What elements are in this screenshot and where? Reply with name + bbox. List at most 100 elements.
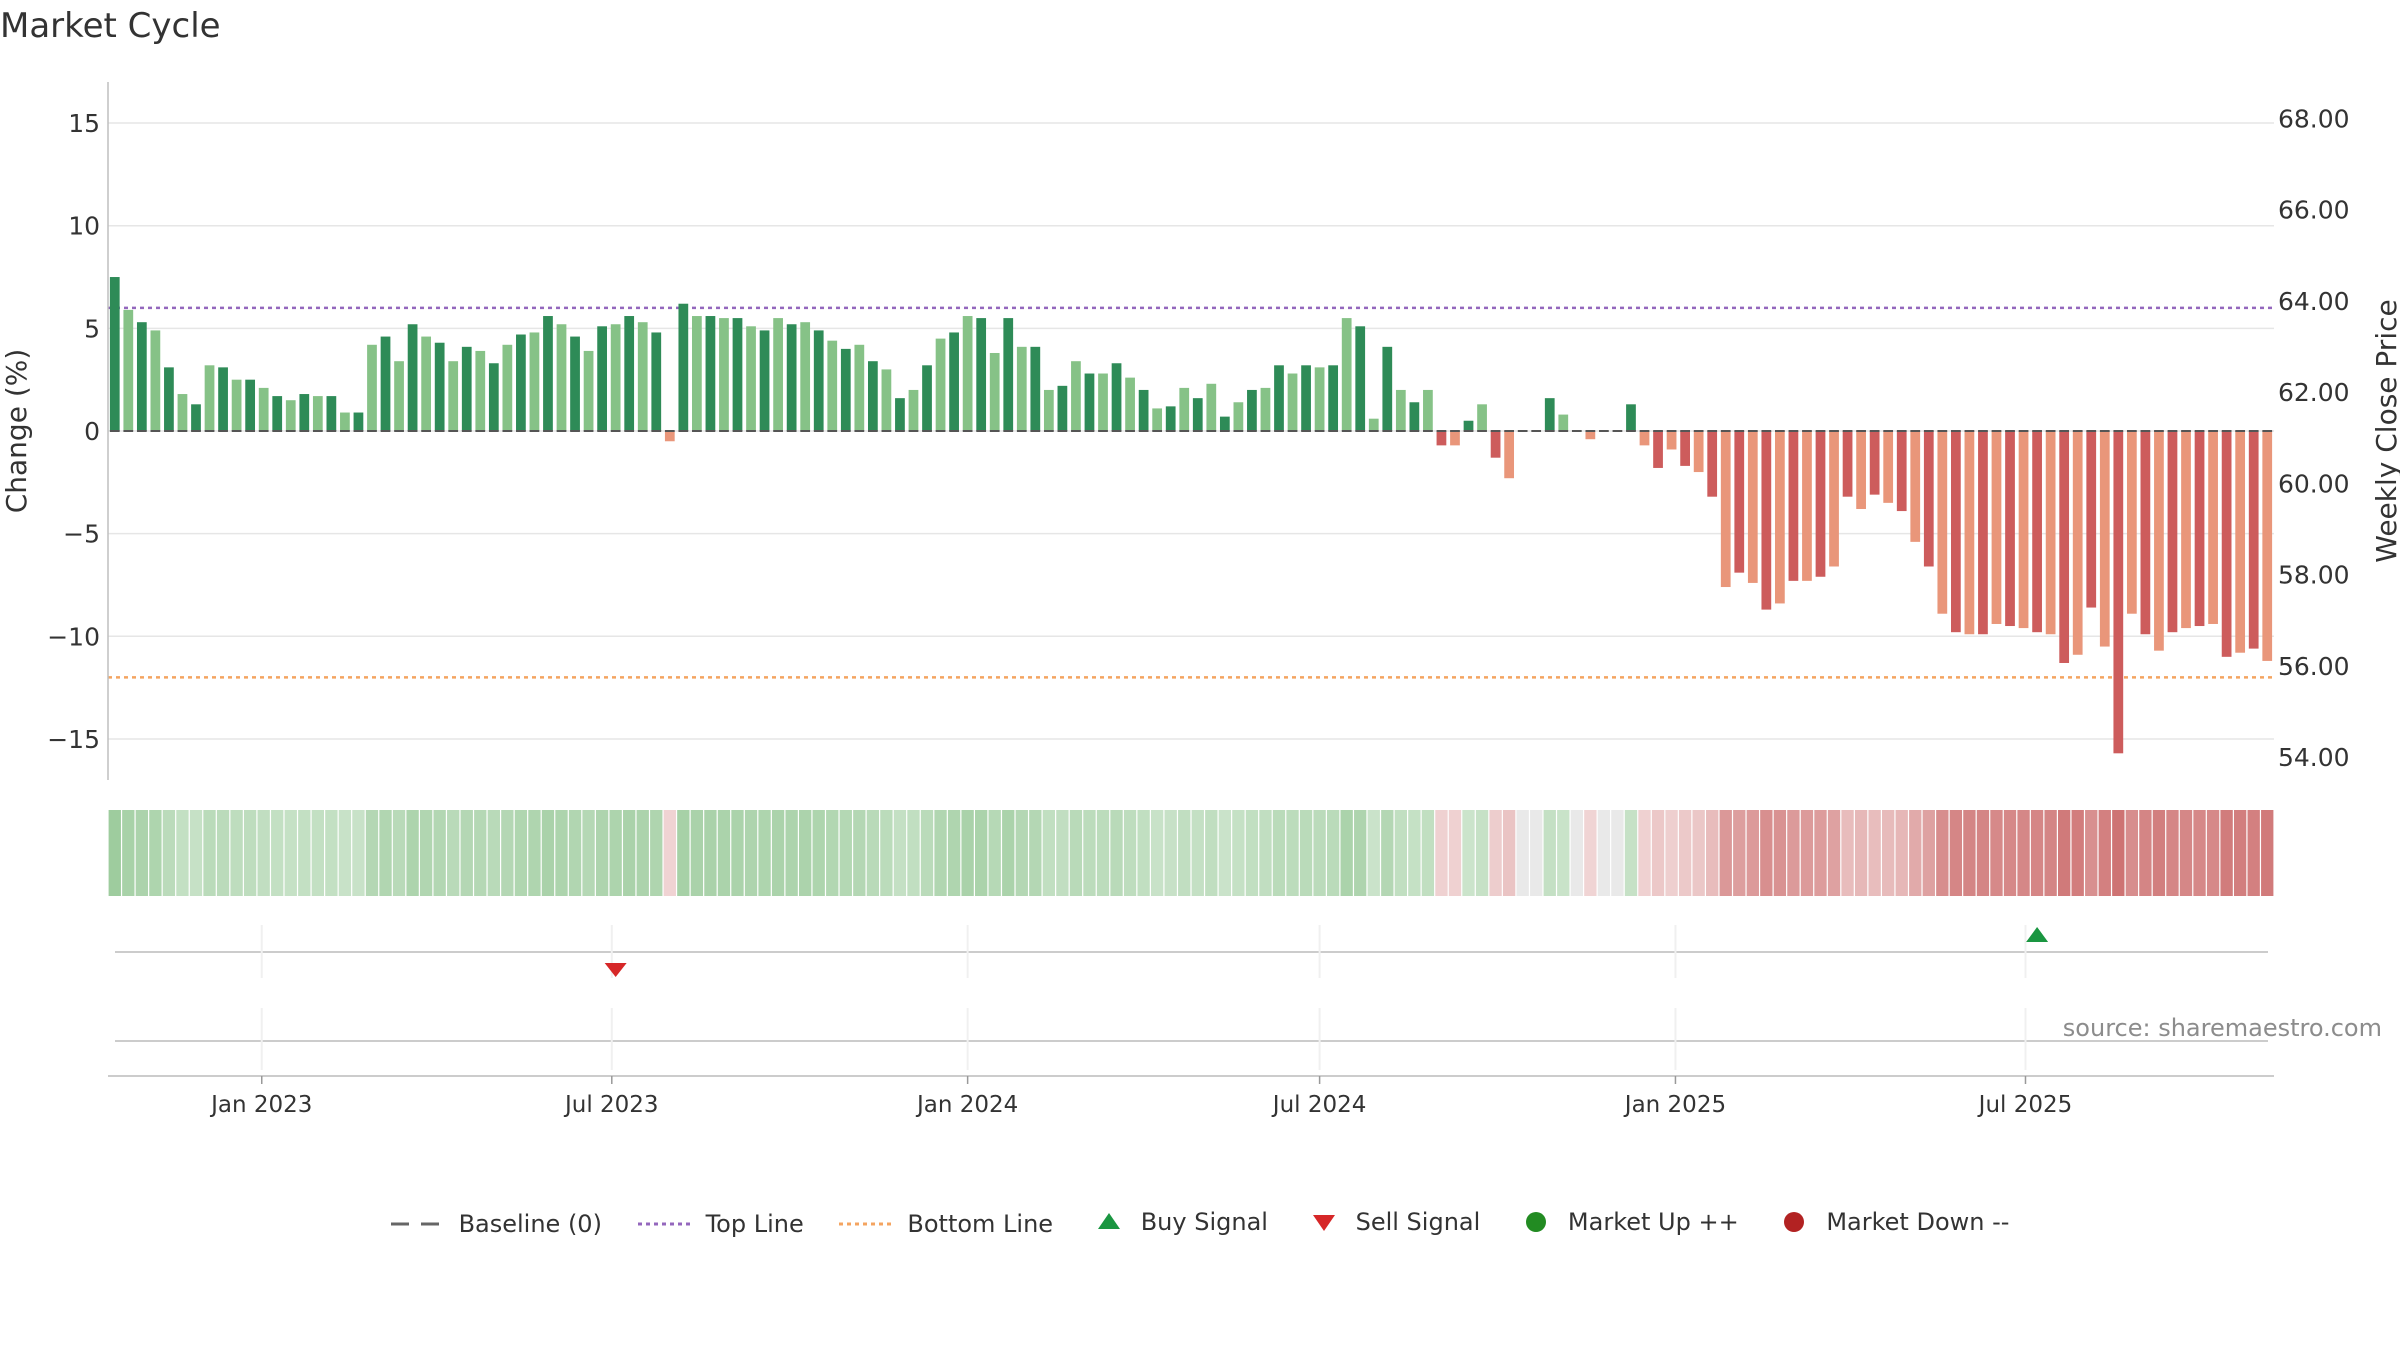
y2-tick-label: 66.00 bbox=[2278, 196, 2350, 225]
change-bar bbox=[840, 348, 851, 431]
market-state-cell bbox=[2044, 810, 2057, 896]
change-bar bbox=[976, 318, 987, 431]
market-state-cell bbox=[1421, 810, 1435, 896]
y2-tick-label: 54.00 bbox=[2278, 743, 2350, 772]
change-bar bbox=[705, 316, 716, 431]
change-bar bbox=[583, 350, 594, 431]
market-state-cell bbox=[717, 810, 731, 896]
change-bar bbox=[218, 367, 228, 431]
y-tick-label: 0 bbox=[84, 417, 100, 446]
change-bar bbox=[1382, 346, 1393, 431]
change-bar bbox=[448, 361, 459, 431]
x-tick-label: Jul 2023 bbox=[563, 1092, 659, 1118]
change-bar bbox=[2059, 431, 2070, 663]
change-bar bbox=[1950, 431, 1961, 633]
y2-tick-label: 56.00 bbox=[2278, 652, 2350, 681]
change-bar bbox=[2194, 431, 2205, 627]
change-bar bbox=[1544, 398, 1555, 431]
change-bar bbox=[1287, 373, 1298, 431]
y-tick-label: −10 bbox=[47, 622, 100, 651]
market-state-cell bbox=[1462, 810, 1475, 896]
change-bar bbox=[2126, 431, 2137, 614]
change-bar bbox=[732, 318, 743, 431]
change-bar bbox=[1477, 404, 1487, 431]
market-state-cell bbox=[162, 810, 176, 896]
market-state-cell bbox=[1394, 810, 1407, 896]
change-bar bbox=[1084, 373, 1095, 431]
legend-market-down: Market Down -- bbox=[1774, 1208, 2009, 1236]
change-bar bbox=[1247, 389, 1257, 431]
market-state-cell bbox=[1543, 810, 1556, 896]
change-bar bbox=[1301, 365, 1311, 431]
change-bar bbox=[637, 322, 648, 431]
market-state-cell bbox=[1760, 810, 1773, 896]
change-bar bbox=[1504, 431, 1515, 479]
y-tick-label: 5 bbox=[84, 314, 100, 343]
market-state-cell bbox=[2085, 810, 2098, 896]
market-state-cell bbox=[365, 810, 379, 896]
change-bar bbox=[285, 400, 296, 431]
change-bar bbox=[353, 412, 364, 431]
change-bar bbox=[570, 336, 580, 431]
change-bar bbox=[895, 398, 905, 431]
market-state-cell bbox=[1922, 810, 1935, 896]
change-bar bbox=[516, 334, 526, 431]
signal-panel bbox=[115, 925, 2268, 1070]
market-state-cell bbox=[379, 810, 392, 896]
market-state-cell bbox=[2058, 810, 2071, 896]
change-bar bbox=[1016, 346, 1027, 431]
market-state-cell bbox=[866, 810, 880, 896]
market-state-cell bbox=[2003, 810, 2017, 896]
market-state-cell bbox=[203, 810, 216, 896]
market-state-cell bbox=[799, 810, 812, 896]
top-line-swatch bbox=[637, 1222, 694, 1226]
market-state-cell bbox=[284, 810, 297, 896]
market-state-cell bbox=[487, 810, 500, 896]
market-state-cell bbox=[731, 810, 744, 896]
market-state-cell bbox=[1056, 810, 1069, 896]
change-bar bbox=[854, 344, 865, 431]
market-state-cell bbox=[663, 810, 676, 896]
market-state-cell bbox=[406, 810, 419, 896]
change-bar bbox=[1206, 383, 1217, 431]
market-state-cell bbox=[1719, 810, 1732, 896]
legend-top-line: Top Line bbox=[637, 1210, 804, 1238]
market-state-cell bbox=[1354, 810, 1367, 896]
market-state-cell bbox=[1746, 810, 1759, 896]
change-bar bbox=[191, 404, 201, 431]
change-bar bbox=[394, 361, 404, 431]
market-state-cell bbox=[893, 810, 907, 896]
change-bar bbox=[1057, 385, 1068, 431]
market-state-cell bbox=[1110, 810, 1123, 896]
change-bar bbox=[245, 379, 256, 431]
change-bar bbox=[664, 431, 675, 442]
change-bar bbox=[1639, 431, 1650, 446]
market-state-cell bbox=[135, 810, 149, 896]
market-down-dot-icon bbox=[1784, 1212, 1805, 1232]
market-state-cell bbox=[1665, 810, 1678, 896]
change-bar bbox=[1802, 431, 1812, 581]
market-state-cell bbox=[1584, 810, 1597, 896]
market-state-cell bbox=[108, 810, 121, 896]
change-bar bbox=[1788, 431, 1799, 581]
market-state-cell bbox=[1232, 810, 1245, 896]
market-state-cell bbox=[2220, 810, 2233, 896]
market-state-cell bbox=[1381, 810, 1394, 896]
market-state-cell bbox=[555, 810, 568, 896]
change-bar bbox=[2005, 431, 2015, 627]
change-bar bbox=[1856, 431, 1866, 510]
market-state-cell bbox=[771, 810, 785, 896]
change-bar bbox=[2208, 431, 2218, 624]
market-state-cell bbox=[1814, 810, 1827, 896]
market-state-cell bbox=[650, 810, 663, 896]
market-state-cell bbox=[2152, 810, 2166, 896]
change-bar bbox=[231, 379, 242, 431]
change-bar bbox=[1192, 398, 1203, 431]
y2-tick-label: 64.00 bbox=[2278, 287, 2350, 316]
change-bar bbox=[597, 326, 607, 431]
change-bar bbox=[827, 340, 838, 431]
y-axis-label: Change (%) bbox=[0, 349, 33, 514]
market-state-cell bbox=[623, 810, 636, 896]
change-bar bbox=[1964, 431, 1975, 635]
legend-sell: Sell Signal bbox=[1304, 1208, 1480, 1236]
